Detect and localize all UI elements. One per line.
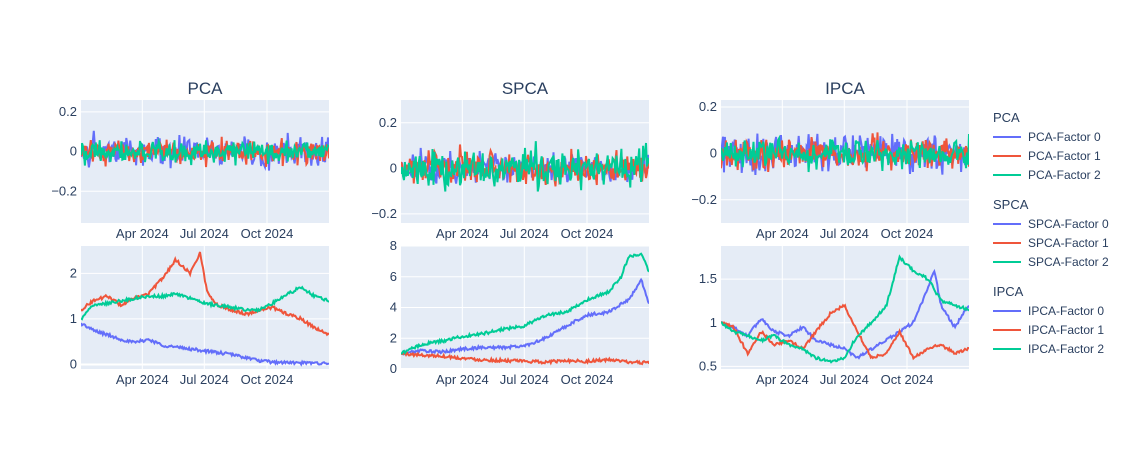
series-group — [721, 132, 969, 176]
legend: PCA PCA-Factor 0 PCA-Factor 1 PCA-Factor 2 S… — [993, 110, 1109, 356]
y-tick-label: 1 — [710, 315, 717, 330]
series-line-ipca-factor-0 — [721, 268, 969, 360]
x-tick-label: Oct 2024 — [881, 226, 934, 241]
x-tick-label: Apr 2024 — [756, 372, 809, 387]
x-tick-label: Oct 2024 — [561, 226, 614, 241]
y-tick-label: 0.2 — [379, 115, 397, 130]
legend-item-label: IPCA-Factor 1 — [1028, 323, 1104, 337]
subplot-title: IPCA — [825, 79, 865, 98]
y-tick-label: 0 — [710, 145, 717, 160]
legend-item-label: PCA-Factor 1 — [1028, 149, 1101, 163]
series-group — [81, 130, 329, 171]
legend-item-label: PCA-Factor 2 — [1028, 168, 1101, 182]
y-tick-label: −0.2 — [691, 192, 717, 207]
x-tick-label: Jul 2024 — [180, 372, 229, 387]
legend-group-title: PCA — [993, 110, 1020, 125]
x-tick-label: Jul 2024 — [180, 226, 229, 241]
subplot-pca-returns: Apr 2024 Jul 2024 Oct 2024 −0.2 0 0.2 PCA — [51, 79, 329, 241]
legend-item-label: PCA-Factor 0 — [1028, 130, 1101, 144]
legend-group-title: IPCA — [993, 284, 1024, 299]
x-tick-label: Oct 2024 — [241, 226, 294, 241]
series-line-spca-factor-2 — [401, 252, 649, 355]
x-tick-label: Apr 2024 — [436, 226, 489, 241]
series-line-ipca-factor-2 — [721, 133, 969, 173]
legend-item-label: SPCA-Factor 1 — [1028, 236, 1109, 250]
series-line-ipca-factor-1 — [721, 303, 969, 361]
subplot-title: SPCA — [502, 79, 549, 98]
series-group — [401, 252, 649, 366]
series-line-pca-factor-1 — [81, 251, 329, 337]
y-tick-label: 6 — [390, 269, 397, 284]
subplot-spca-cumulative: Apr 2024 Jul 2024 Oct 2024 0 2 4 6 8 — [390, 238, 649, 387]
series-line-pca-factor-2 — [81, 285, 329, 321]
y-tick-label: 0.2 — [59, 104, 77, 119]
series-line-spca-factor-0 — [401, 277, 649, 356]
y-tick-label: 4 — [390, 300, 397, 315]
x-tick-label: Jul 2024 — [500, 226, 549, 241]
x-tick-label: Oct 2024 — [561, 372, 614, 387]
subplot-title: PCA — [188, 79, 224, 98]
x-tick-label: Apr 2024 — [436, 372, 489, 387]
series-line-pca-factor-0 — [81, 322, 329, 367]
legend-item-label: IPCA-Factor 0 — [1028, 304, 1104, 318]
series-group — [721, 254, 969, 364]
x-tick-label: Oct 2024 — [881, 372, 934, 387]
series-group — [81, 251, 329, 367]
x-tick-label: Apr 2024 — [116, 372, 169, 387]
x-tick-label: Apr 2024 — [116, 226, 169, 241]
legend-group-title: SPCA — [993, 197, 1029, 212]
subplot-pca-cumulative: Apr 2024 Jul 2024 Oct 2024 0 1 2 — [70, 246, 329, 387]
x-tick-label: Jul 2024 — [820, 226, 869, 241]
subplot-ipca-cumulative: Apr 2024 Jul 2024 Oct 2024 0.5 1 1.5 — [699, 246, 969, 387]
plot-background — [81, 246, 329, 369]
x-tick-label: Jul 2024 — [500, 372, 549, 387]
series-line-spca-factor-1 — [401, 350, 649, 366]
y-tick-label: 0 — [390, 160, 397, 175]
y-tick-label: 2 — [70, 265, 77, 280]
y-tick-label: 1.5 — [699, 271, 717, 286]
y-tick-label: −0.2 — [51, 183, 77, 198]
series-group — [401, 141, 649, 192]
x-tick-label: Jul 2024 — [820, 372, 869, 387]
y-tick-label: 2 — [390, 330, 397, 345]
y-tick-label: 0 — [390, 361, 397, 376]
y-tick-label: 0.2 — [699, 99, 717, 114]
y-tick-label: −0.2 — [371, 206, 397, 221]
y-tick-label: 1 — [70, 311, 77, 326]
y-tick-label: 8 — [390, 238, 397, 253]
y-tick-label: 0.5 — [699, 358, 717, 373]
legend-item-label: SPCA-Factor 0 — [1028, 217, 1109, 231]
subplot-spca-returns: Apr 2024 Jul 2024 Oct 2024 −0.2 0 0.2 SPCA — [371, 79, 649, 241]
legend-item-label: IPCA-Factor 2 — [1028, 342, 1104, 356]
series-line-ipca-factor-2 — [721, 254, 969, 364]
x-tick-label: Apr 2024 — [756, 226, 809, 241]
subplot-ipca-returns: Apr 2024 Jul 2024 Oct 2024 −0.2 0 0.2 IPCA — [691, 79, 969, 241]
x-tick-label: Oct 2024 — [241, 372, 294, 387]
series-line-spca-factor-2 — [401, 141, 649, 192]
series-line-pca-factor-2 — [81, 137, 329, 166]
legend-item-label: SPCA-Factor 2 — [1028, 255, 1109, 269]
y-tick-label: 0 — [70, 356, 77, 371]
y-tick-label: 0 — [70, 144, 77, 159]
